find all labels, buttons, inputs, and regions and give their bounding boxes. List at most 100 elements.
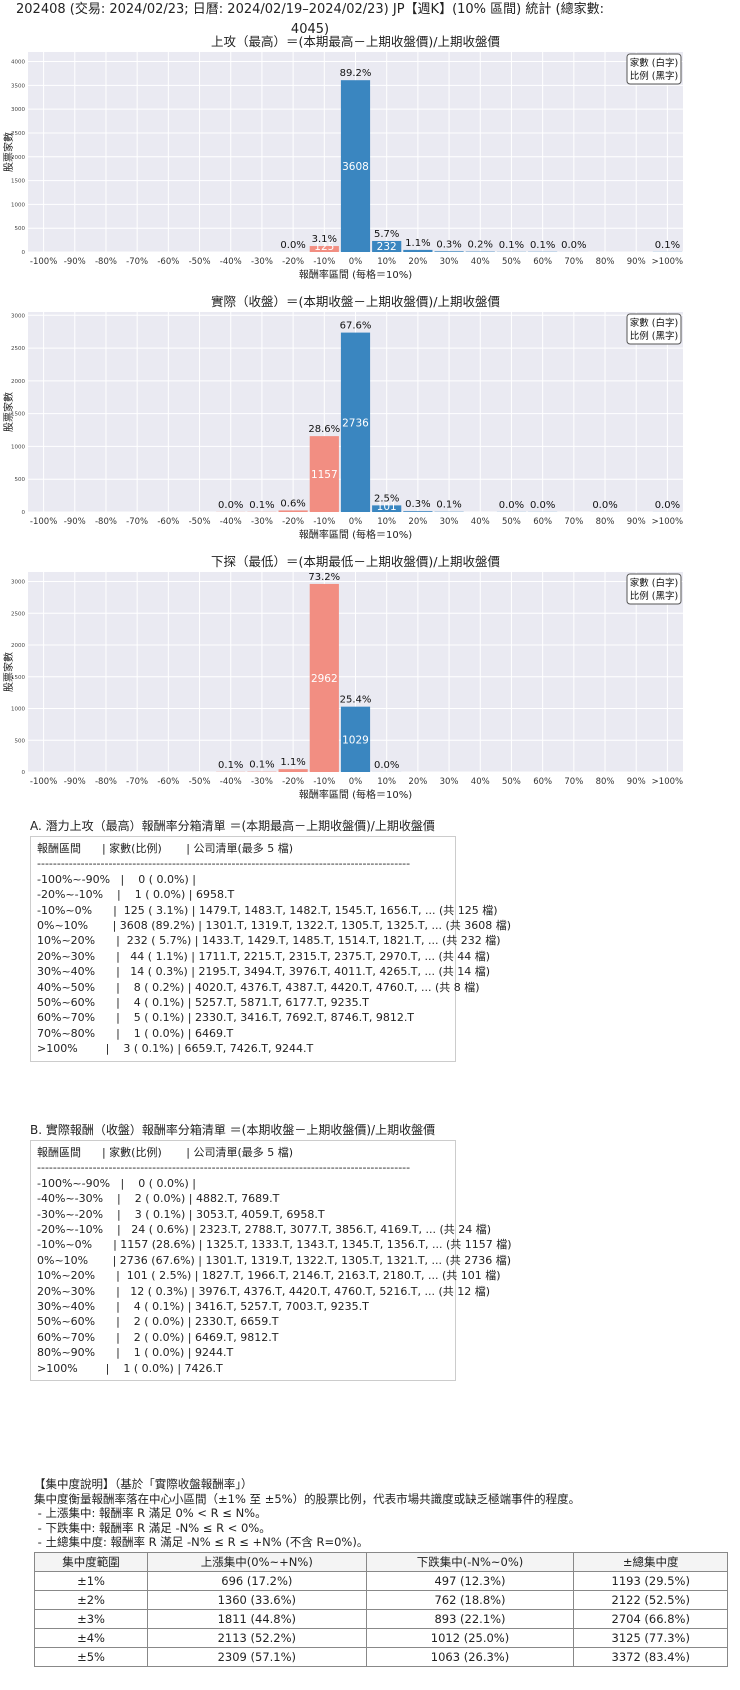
table-cell: 2122 (52.5%)	[573, 1590, 728, 1610]
table-cell: 762 (18.8%)	[365, 1590, 575, 1610]
page-title: 202408 (交易: 2024/02/23; 日曆: 2024/02/19–2…	[16, 2, 604, 37]
x-tick-label: -20%	[282, 257, 304, 267]
legend-text: 家數 (白字)	[630, 57, 678, 69]
y-tick-label: 2500	[11, 346, 25, 352]
list-b-line: 50%~60% | 2 ( 0.0%) | 2330.T, 6659.T	[37, 1315, 279, 1329]
x-tick-label: 50%	[502, 257, 521, 267]
chart-low: 下探（最低）＝(本期最低－上期收盤價)/上期收盤價 0 500 1000 1500 200…	[0, 550, 740, 810]
x-tick-label: 40%	[471, 517, 490, 527]
bar-pct-label: 0.3%	[405, 499, 430, 510]
bar-pct-label: 0.6%	[280, 498, 305, 509]
bar-count-label: 1157	[311, 469, 338, 481]
legend-box	[626, 313, 682, 345]
x-tick-label: -60%	[157, 777, 179, 787]
table-cell: 2113 (52.2%)	[147, 1628, 367, 1648]
bar-pct-label: 0.1%	[499, 240, 524, 251]
list-a-line: 50%~60% | 4 ( 0.1%) | 5257.T, 5871.T, 61…	[37, 996, 369, 1010]
x-tick-label: 70%	[564, 257, 583, 267]
legend-text: 家數 (白字)	[630, 317, 678, 329]
table-row: ±2% 1360 (33.6%) 762 (18.8%) 2122 (52.5%)	[33, 1590, 728, 1610]
x-tick-label: >100%	[652, 257, 683, 267]
x-tick-label: -90%	[64, 517, 86, 527]
bar-pct-label: 5.7%	[374, 229, 399, 240]
x-tick-label: 90%	[627, 777, 646, 787]
x-tick-label: -50%	[189, 777, 211, 787]
x-tick-label: 80%	[596, 777, 615, 787]
note-line: - 下跌集中: 報酬率 R 滿足 -N% ≤ R < 0%。	[34, 1520, 271, 1535]
x-axis-label: 報酬率區間 (每格＝10%)	[299, 268, 412, 281]
bar-count-label: 2736	[342, 417, 369, 429]
x-tick-label: 60%	[533, 257, 552, 267]
y-tick-label: 2000	[11, 643, 25, 649]
legend-box	[626, 53, 682, 85]
bar	[309, 436, 339, 512]
list-a-line: 10%~20% | 232 ( 5.7%) | 1433.T, 1429.T, …	[37, 934, 501, 948]
table-header-cell: 集中度範圍	[33, 1552, 149, 1572]
x-tick-label: -70%	[126, 517, 148, 527]
bar-pct-label: 0.1%	[249, 500, 274, 511]
x-tick-label: -40%	[220, 257, 242, 267]
list-a-line: 0%~10% | 3608 (89.2%) | 1301.T, 1319.T, …	[37, 919, 512, 933]
legend-text: 家數 (白字)	[630, 577, 678, 589]
x-tick-label: 20%	[408, 257, 427, 267]
bar	[309, 583, 339, 772]
y-axis-label: 股票家數	[2, 132, 15, 172]
x-axis-label: 報酬率區間 (每格＝10%)	[299, 788, 412, 801]
table-row: ±3% 1811 (44.8%) 893 (22.1%) 2704 (66.8%)	[33, 1609, 728, 1629]
x-tick-label: 80%	[596, 517, 615, 527]
bar-pct-label: 0.1%	[218, 760, 243, 771]
x-tick-label: -10%	[313, 517, 335, 527]
bar	[372, 505, 402, 512]
chart-close-svg: 實際（收盤）＝(本期收盤－上期收盤價)/上期收盤價 0 500 1000 1500 200…	[2, 294, 683, 541]
y-tick-label: 1500	[11, 179, 25, 185]
x-tick-label: 50%	[502, 777, 521, 787]
bar-pct-label: 0.1%	[655, 240, 680, 251]
legend-text: 比例 (黑字)	[630, 330, 678, 342]
list-b-line: 30%~40% | 4 ( 0.1%) | 3416.T, 5257.T, 70…	[37, 1300, 369, 1314]
x-tick-label: 90%	[627, 257, 646, 267]
list-a-line: 30%~40% | 14 ( 0.3%) | 2195.T, 3494.T, 3…	[37, 965, 491, 979]
list-a-line: >100% | 3 ( 0.1%) | 6659.T, 7426.T, 9244…	[37, 1042, 314, 1056]
legend-box	[626, 573, 682, 605]
note-line: - 土總集中度: 報酬率 R 滿足 -N% ≤ R ≤ +N% (不含 R=0%…	[34, 1535, 369, 1549]
list-b-line: ----------------------------------------…	[37, 1161, 411, 1175]
x-tick-label: 30%	[440, 517, 459, 527]
bar-pct-label: 0.1%	[530, 240, 555, 251]
x-tick-label: -40%	[220, 777, 242, 787]
x-tick-label: >100%	[652, 777, 683, 787]
bar-pct-label: 73.2%	[308, 572, 340, 583]
list-b-line: >100% | 1 ( 0.0%) | 7426.T	[37, 1361, 223, 1375]
x-tick-label: 30%	[440, 777, 459, 787]
x-tick-label: -20%	[282, 777, 304, 787]
list-b-line: -20%~-10% | 24 ( 0.6%) | 2323.T, 2788.T,…	[37, 1223, 492, 1237]
table-cell: 1811 (44.8%)	[147, 1609, 367, 1629]
x-tick-label: 60%	[533, 517, 552, 527]
x-tick-label: -10%	[313, 777, 335, 787]
bar-pct-label: 0.0%	[374, 760, 399, 771]
bar	[403, 511, 433, 512]
chart-low-svg: 下探（最低）＝(本期最低－上期收盤價)/上期收盤價 0 500 1000 1500 200…	[2, 554, 683, 801]
y-axis-label: 股票家數	[2, 392, 15, 432]
y-tick-label: 3500	[11, 83, 25, 89]
table-cell: ±3%	[33, 1609, 149, 1629]
x-tick-label: 70%	[564, 517, 583, 527]
chart-title: 上攻（最高）＝(本期最高－上期收盤價)/上期收盤價	[211, 34, 500, 49]
y-tick-label: 500	[15, 738, 26, 744]
chart-high: 上攻（最高）＝(本期最高－上期收盤價)/上期收盤價 0 500 1000 1500 200…	[0, 30, 740, 290]
x-tick-label: 40%	[471, 257, 490, 267]
y-tick-label: 2500	[11, 131, 25, 137]
bar	[403, 249, 433, 252]
list-a-section: A. 潛力上攻（最高）報酬率分箱清單 ＝(本期最高－上期收盤價)/上期收盤價 報…	[30, 818, 512, 1062]
x-tick-label: 50%	[502, 517, 521, 527]
bar-pct-label: 2.5%	[374, 493, 399, 504]
y-tick-label: 1000	[11, 444, 25, 450]
x-tick-label: -50%	[189, 257, 211, 267]
list-b-line: 80%~90% | 1 ( 0.0%) | 9244.T	[37, 1346, 234, 1360]
bar	[372, 240, 402, 252]
x-tick-label: -70%	[126, 777, 148, 787]
table-header-cell: 上漲集中(0%~+N%)	[147, 1552, 367, 1572]
x-tick-label: 60%	[533, 777, 552, 787]
bar-pct-label: 67.6%	[340, 321, 372, 332]
list-a-line: 60%~70% | 5 ( 0.1%) | 2330.T, 3416.T, 76…	[37, 1011, 415, 1025]
x-tick-label: 10%	[377, 777, 396, 787]
